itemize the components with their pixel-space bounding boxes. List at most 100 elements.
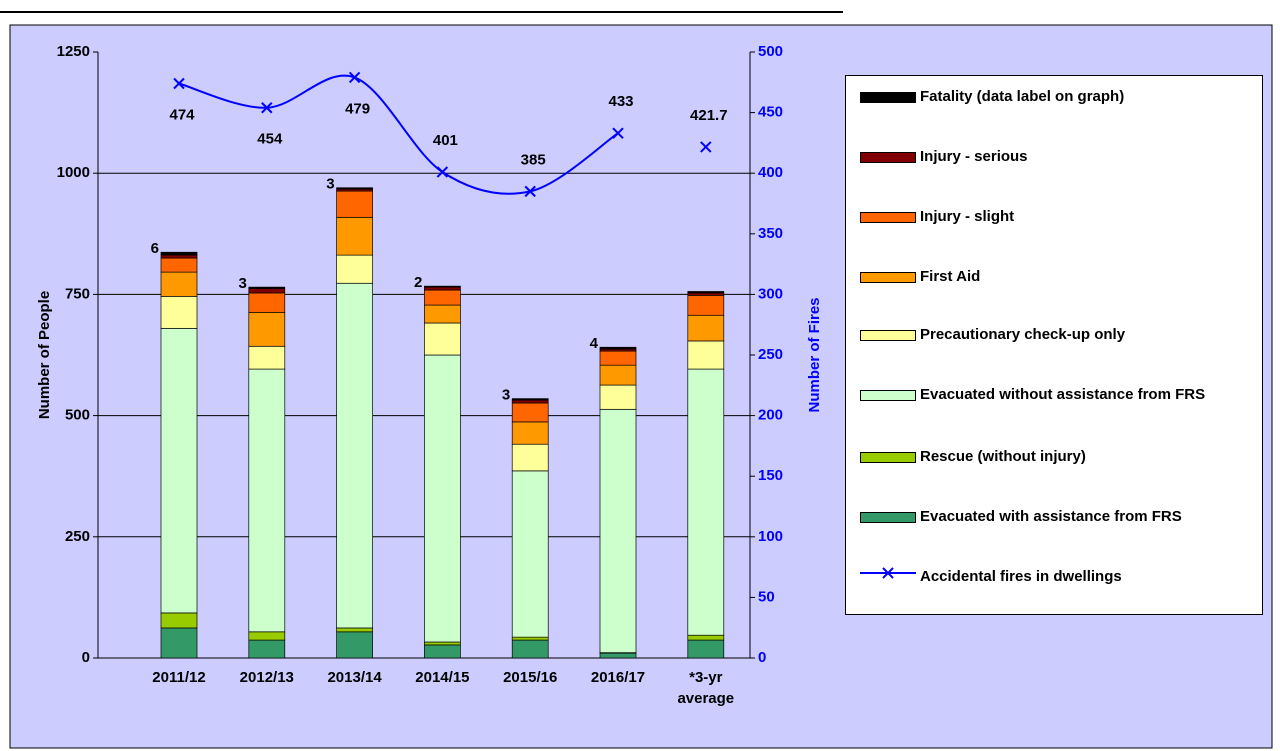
bar-segment	[248, 311, 286, 347]
bar-segment	[248, 639, 286, 659]
x-tick-label: 2015/16	[503, 669, 557, 686]
y2-tick-label: 500	[758, 43, 783, 60]
legend-label: Accidental fires in dwellings	[920, 568, 1122, 585]
y-tick-label: 250	[65, 528, 90, 545]
legend-item: Injury - slight	[860, 206, 1250, 228]
bar-segment	[511, 636, 549, 641]
bar-segment	[248, 631, 286, 641]
data-label: 3	[502, 387, 510, 404]
bar-segment	[687, 340, 725, 370]
bar-segment	[336, 187, 373, 190]
bar-segment	[687, 639, 725, 659]
bar-segment	[687, 295, 725, 316]
line-marker	[348, 71, 361, 84]
line-marker	[612, 127, 624, 139]
bar-segment	[599, 346, 637, 350]
line-marker	[700, 141, 712, 153]
data-label: 385	[521, 151, 546, 168]
bar-segment	[424, 322, 461, 356]
bar-segment	[160, 612, 198, 629]
data-label: 3	[326, 176, 334, 193]
bar-segment	[424, 641, 461, 646]
bar-segment	[599, 364, 637, 386]
bar-segment	[160, 295, 198, 329]
bar-segment	[424, 286, 461, 291]
legend-swatch	[860, 567, 916, 584]
bar-segment	[424, 304, 461, 324]
y2-tick-label: 0	[758, 649, 766, 666]
bar-segment	[336, 627, 373, 633]
legend-swatch	[860, 91, 916, 103]
bar-segment	[336, 254, 373, 284]
legend-swatch	[860, 451, 916, 463]
bar-segment	[160, 254, 198, 259]
bar-segment	[687, 314, 725, 342]
line-marker	[436, 166, 449, 178]
legend-label: First Aid	[920, 268, 981, 285]
line-marker	[524, 185, 536, 198]
x-tick-label: 2012/13	[240, 669, 294, 686]
line-marker	[261, 102, 273, 114]
y-tick-label: 1000	[57, 164, 90, 181]
bar-segment	[248, 288, 286, 294]
bar-segment	[687, 291, 725, 294]
bar-segment	[511, 402, 549, 423]
bar-segment	[248, 345, 286, 370]
legend-swatch	[860, 389, 916, 401]
bar-segment	[599, 350, 637, 366]
bar-segment	[511, 399, 549, 404]
data-label: 401	[433, 132, 458, 149]
bar-segment	[511, 421, 549, 445]
y-tick-label: 1250	[57, 43, 90, 60]
bar-segment	[599, 408, 637, 654]
legend-swatch	[860, 511, 916, 523]
data-label: 479	[345, 100, 370, 117]
bar-segment	[599, 384, 637, 410]
bar-segment	[248, 292, 286, 313]
y2-axis-label: Number of Fires	[806, 297, 823, 412]
bar-segment	[511, 639, 549, 659]
legend-item: Evacuated without assistance from FRS	[860, 384, 1250, 406]
legend-label: Evacuated without assistance from FRS	[920, 386, 1206, 403]
bar-segment	[511, 470, 549, 638]
data-label: 6	[151, 240, 159, 257]
bar-segment	[160, 627, 198, 659]
y-tick-label: 500	[65, 407, 90, 424]
data-label: 4	[590, 335, 599, 352]
bar-segment	[687, 634, 725, 641]
legend-item: First Aid	[860, 266, 1250, 288]
line	[178, 74, 619, 195]
y2-tick-label: 450	[758, 104, 783, 121]
bar-segment	[248, 368, 286, 633]
legend-swatch	[860, 329, 916, 341]
legend-swatch	[860, 151, 916, 163]
data-label: 454	[257, 131, 283, 148]
bar-segment	[599, 652, 637, 659]
bar-segment	[687, 292, 725, 296]
legend-swatch	[860, 271, 916, 283]
legend-label: Precautionary check-up only	[920, 326, 1126, 343]
bar-segment	[511, 443, 549, 472]
legend-label: Injury - serious	[920, 148, 1028, 165]
line-marker	[173, 77, 185, 90]
x-tick-label: 2014/15	[415, 669, 469, 686]
legend-item: Evacuated with assistance from FRS	[860, 506, 1250, 528]
y2-tick-label: 50	[758, 588, 775, 605]
x-tick-label: *3-yr average	[677, 669, 734, 707]
y2-tick-label: 300	[758, 285, 783, 302]
y2-tick-label: 250	[758, 346, 783, 363]
bar-segment	[160, 327, 198, 614]
legend-item: Injury - serious	[860, 146, 1250, 168]
legend-item: Rescue (without injury)	[860, 446, 1250, 468]
bar-segment	[424, 285, 461, 288]
bar-segment	[424, 289, 461, 306]
y2-tick-label: 150	[758, 467, 783, 484]
x-tick-label: 2016/17	[591, 669, 645, 686]
legend-item: Fatality (data label on graph)	[860, 86, 1250, 108]
y-tick-label: 0	[82, 649, 90, 666]
legend-item: Accidental fires in dwellings	[860, 566, 1250, 588]
y2-tick-label: 100	[758, 528, 783, 545]
legend-item: Precautionary check-up only	[860, 324, 1250, 346]
bar-segment	[160, 251, 198, 256]
y2-tick-label: 400	[758, 164, 783, 181]
